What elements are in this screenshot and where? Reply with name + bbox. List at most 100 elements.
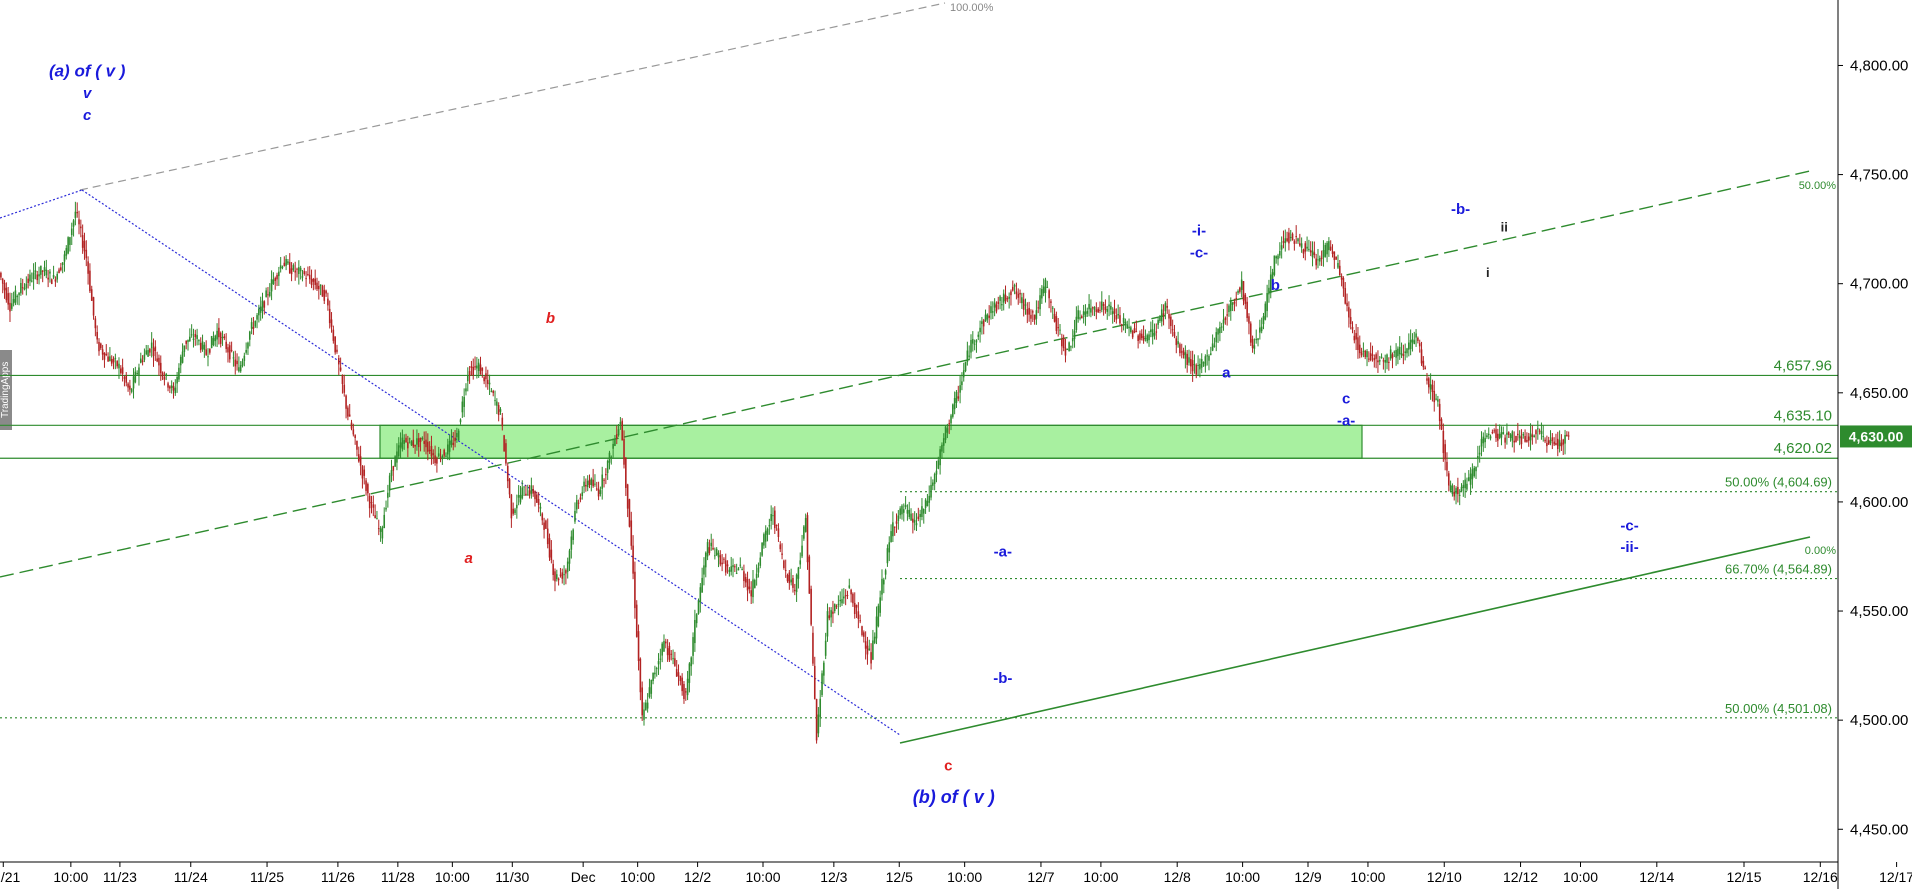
candle-body — [1420, 349, 1423, 364]
candle-body — [1175, 338, 1178, 346]
candle-body — [270, 279, 273, 292]
candle-body — [666, 648, 669, 656]
candle-body — [1101, 301, 1103, 310]
candle-body — [1133, 328, 1136, 333]
candle-body — [635, 604, 638, 637]
candle-body — [181, 351, 184, 363]
candle-body — [1313, 252, 1316, 255]
candle-body — [508, 479, 511, 495]
candle-body — [1075, 316, 1078, 331]
candle-body — [603, 479, 605, 481]
candle-body — [1338, 265, 1341, 276]
candle-body — [621, 420, 623, 441]
candle-body — [45, 269, 48, 276]
wave-label-10: -c- — [1190, 245, 1208, 262]
candle-body — [1471, 469, 1474, 480]
candle-body — [1248, 316, 1250, 324]
candle-body — [532, 489, 534, 494]
candle-body — [14, 290, 17, 303]
candle-body — [554, 571, 556, 582]
candle-body — [387, 492, 389, 498]
candle-body — [761, 542, 763, 556]
candle-body — [1435, 398, 1437, 400]
candle-body — [25, 283, 28, 289]
candle-body — [610, 456, 613, 458]
candle-body — [1353, 335, 1356, 341]
candle-body — [1535, 430, 1537, 435]
candle-body — [710, 542, 713, 547]
candle-body — [1540, 431, 1543, 434]
candle-body — [1357, 337, 1359, 350]
candle-body — [49, 271, 51, 274]
candle-body — [319, 284, 322, 287]
wave-label-2: c — [83, 107, 92, 124]
candle-body — [997, 301, 1000, 304]
candle-body — [354, 435, 356, 438]
candle-body — [1188, 357, 1190, 363]
candle-body — [703, 565, 705, 575]
candle-body — [899, 508, 901, 516]
candle-body — [316, 282, 318, 290]
candle-body — [1475, 466, 1477, 472]
candle-body — [221, 337, 224, 339]
candle-body — [147, 350, 149, 357]
candle-body — [336, 349, 338, 352]
candle-body — [850, 589, 852, 595]
candle-body — [517, 495, 520, 498]
candle-body — [993, 302, 996, 308]
candle-body — [207, 356, 209, 358]
candle-body — [672, 658, 674, 660]
candle-body — [1130, 327, 1132, 333]
candle-body — [1164, 303, 1167, 312]
candle-body — [350, 422, 353, 429]
candle-body — [141, 360, 144, 363]
candle-body — [1480, 438, 1483, 447]
candle-body — [248, 331, 251, 340]
candle-body — [252, 326, 255, 330]
wave-label-18: -c- — [1620, 517, 1638, 534]
candle-body — [116, 361, 118, 367]
candle-body — [1166, 305, 1168, 308]
candle-body — [737, 568, 740, 571]
candle-body — [1219, 327, 1221, 334]
candle-body — [599, 490, 602, 494]
candle-body — [930, 484, 932, 498]
candle-body — [183, 345, 186, 352]
candle-body — [105, 353, 108, 356]
candle-body — [1099, 309, 1101, 311]
candle-body — [476, 365, 478, 369]
candle-body — [1308, 248, 1310, 250]
candle-body — [986, 314, 989, 320]
candle-body — [566, 561, 569, 572]
candle-body — [748, 586, 751, 590]
candle-body — [1119, 315, 1121, 324]
candle-body — [1021, 297, 1023, 304]
support-zone — [379, 424, 1363, 459]
candle-body — [530, 485, 533, 494]
candle-body — [1048, 290, 1050, 299]
candle-body — [839, 599, 841, 602]
candle-body — [1377, 360, 1379, 363]
candle-body — [1148, 334, 1150, 341]
candle-body — [550, 549, 553, 561]
candle-body — [1139, 333, 1141, 340]
wave-label-15: -b- — [1451, 201, 1470, 218]
candle-body — [1515, 435, 1517, 442]
candle-body — [1028, 307, 1030, 315]
candle-body — [777, 528, 780, 537]
candle-body — [1331, 251, 1334, 254]
candle-body — [1002, 293, 1005, 303]
candle-body — [1417, 337, 1419, 341]
candle-body — [901, 505, 903, 515]
candle-body — [448, 440, 451, 452]
candle-body — [1004, 294, 1007, 302]
candle-body — [318, 285, 320, 290]
candle-body — [1304, 243, 1307, 252]
candle-body — [497, 405, 500, 416]
candle-body — [145, 350, 148, 355]
candle-body — [695, 614, 698, 624]
price-tick-label: 4,750.00 — [1850, 167, 1908, 184]
date-tick-label: 10:00 — [1563, 869, 1598, 885]
candle-body — [130, 388, 133, 392]
candle-body — [34, 270, 37, 273]
